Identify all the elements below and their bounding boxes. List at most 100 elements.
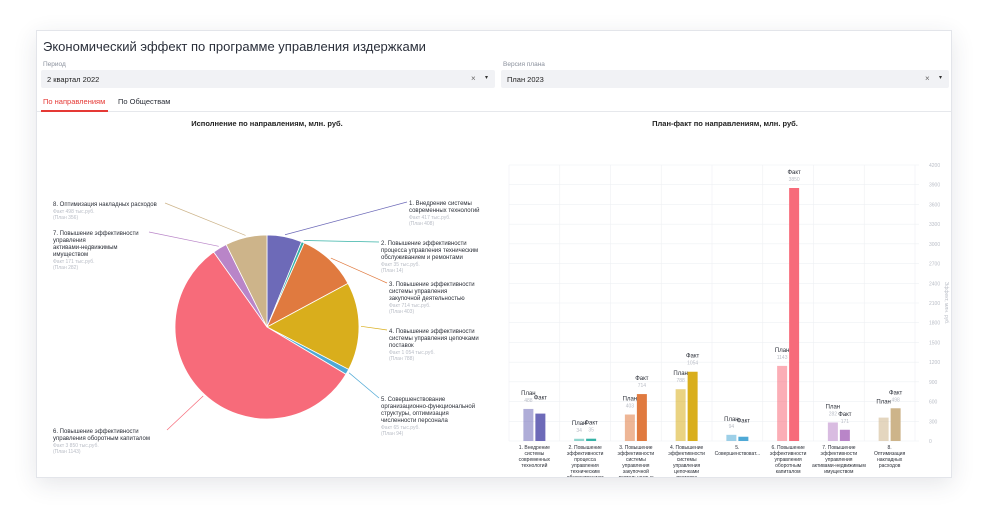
fact-bar[interactable] — [890, 408, 901, 441]
fact-bar[interactable] — [535, 413, 546, 441]
fact-value-label: 3850 — [789, 177, 800, 183]
plan-version-label: Версия плана — [503, 61, 545, 68]
pie-slice-label: активами-недвижимым — [53, 245, 118, 251]
plan-bar[interactable] — [574, 438, 585, 441]
y-tick-label: 1500 — [929, 340, 940, 346]
pie-slice-fact: Факт 3 850 тыс.руб. — [53, 443, 99, 449]
fact-series-label: Факт — [584, 421, 598, 427]
x-category-label: 6. Повышение — [771, 445, 805, 451]
x-category-label: технологий — [521, 462, 547, 469]
x-category-label: эффективности — [668, 451, 705, 457]
period-select[interactable]: 2 квартал 2022 × ▾ — [41, 70, 495, 88]
pie-slice-label: поставок — [389, 343, 414, 349]
y-tick-label: 300 — [929, 419, 938, 425]
pie-leader-line — [348, 372, 380, 399]
x-category-label: управления — [825, 457, 853, 463]
x-category-label: современных — [519, 457, 551, 463]
chevron-down-icon[interactable]: ▾ — [485, 75, 489, 81]
fact-series-label: Факт — [787, 170, 801, 176]
tab-by-companies[interactable]: По Обществам — [118, 97, 171, 106]
fact-series-label: Факт — [838, 412, 852, 418]
pie-slice-label: системы управления — [389, 289, 447, 295]
fact-value-label: 1054 — [687, 361, 698, 367]
pie-chart-title: Исполнение по направлениям, млн. руб. — [191, 119, 343, 128]
pie-slice-plan: (План 282) — [53, 265, 78, 271]
plan-value-label: 282 — [829, 411, 838, 417]
x-category-label: активами-недвижимым — [812, 463, 866, 469]
pie-slice[interactable] — [266, 282, 360, 370]
pie-slice-label: численности персонала — [381, 418, 449, 424]
y-tick-label: 600 — [929, 400, 938, 406]
chevron-down-icon[interactable]: ▾ — [939, 75, 943, 81]
clear-icon[interactable]: × — [925, 74, 930, 83]
pie-slice-fact: Факт 417 тыс.руб. — [409, 215, 451, 221]
pie-slice-label: обслуживанием и ремонтами — [381, 255, 463, 261]
plan-version-select[interactable]: План 2023 × ▾ — [501, 70, 949, 88]
fact-value-label: 714 — [638, 383, 647, 389]
x-category-label: управления — [571, 463, 599, 469]
y-tick-label: 4200 — [929, 163, 940, 169]
y-tick-label: 3300 — [929, 222, 940, 228]
pie-slice-label: имуществом — [53, 252, 88, 258]
pie-slice-plan: (План 788) — [389, 356, 414, 362]
pie-slice-plan: (План 403) — [389, 309, 414, 315]
pie-leader-line — [148, 231, 219, 247]
plan-value-label: 403 — [626, 404, 635, 410]
pie-slice-label: 6. Повышение эффективности — [53, 429, 139, 435]
plan-value-label: 488 — [524, 398, 533, 404]
pie-slice-label: 7. Повышение эффективности — [53, 231, 139, 237]
x-category-label: техническим — [570, 469, 600, 475]
x-category-label: 2. Повышение — [568, 445, 602, 451]
pie-slice[interactable] — [225, 234, 268, 328]
pie-slice-label: процесса управления техническим — [381, 248, 478, 254]
period-label: Период — [43, 61, 66, 68]
clear-icon[interactable]: × — [471, 74, 476, 83]
x-category-label: эффективности — [567, 451, 604, 457]
pie-slice-fact: Факт 714 тыс.руб. — [389, 303, 431, 309]
fact-series-label: Факт — [635, 376, 649, 382]
x-category-label: эффективности — [770, 451, 807, 457]
pie-slice-label: 3. Повышение эффективности — [389, 282, 475, 288]
pie-slice[interactable] — [174, 251, 347, 420]
pie-slice-label: закупочной деятельностью — [389, 295, 465, 302]
pie-slice-fact: Факт 171 тыс.руб. — [53, 259, 95, 265]
plan-series-label: План — [876, 400, 890, 406]
x-category-label: Оптимизация — [874, 451, 906, 457]
x-category-label: деятельностью — [618, 475, 654, 477]
plan-bar[interactable] — [777, 365, 788, 441]
fact-bar[interactable] — [687, 371, 698, 441]
plan-bar[interactable] — [624, 414, 635, 441]
x-category-label: закупочной — [623, 468, 649, 475]
pie-leader-line — [360, 325, 388, 331]
fact-bar[interactable] — [839, 429, 850, 441]
x-category-label: 7. Повышение — [822, 445, 856, 451]
fact-bar[interactable] — [738, 436, 749, 441]
x-category-label: имуществом — [824, 469, 854, 475]
fact-bar[interactable] — [636, 394, 647, 441]
plan-series-label: План — [623, 397, 637, 403]
pie-slice-label: 5. Совершенствование — [381, 397, 446, 403]
pie-slice-fact: Факт 35 тыс.руб. — [381, 262, 420, 268]
plan-bar[interactable] — [878, 417, 889, 441]
x-category-label: оборотным — [775, 463, 802, 469]
tab-by-directions[interactable]: По направлениям — [43, 97, 106, 106]
plan-bar[interactable] — [675, 389, 686, 441]
plan-bar[interactable] — [523, 408, 534, 441]
plan-series-label: План — [521, 391, 535, 397]
y-tick-label: 2700 — [929, 262, 940, 268]
pie-slice-label: структуры, оптимизация — [381, 411, 449, 417]
active-tab-indicator — [41, 110, 108, 112]
x-category-label: капиталом — [776, 469, 801, 475]
pie-slice-label: организационно-функциональной — [381, 403, 475, 410]
fact-bar[interactable] — [586, 438, 597, 441]
plan-bar[interactable] — [726, 434, 737, 441]
bar-chart-title: План-факт по направлениям, млн. руб. — [652, 119, 798, 128]
fact-bar[interactable] — [789, 188, 800, 441]
x-category-label: 1. Внедрение — [519, 445, 550, 451]
y-tick-label: 3600 — [929, 202, 940, 208]
x-category-label: 5. — [735, 445, 739, 451]
period-value: 2 квартал 2022 — [47, 75, 100, 84]
plan-value-label: 1143 — [777, 355, 788, 361]
plan-bar[interactable] — [827, 422, 838, 441]
